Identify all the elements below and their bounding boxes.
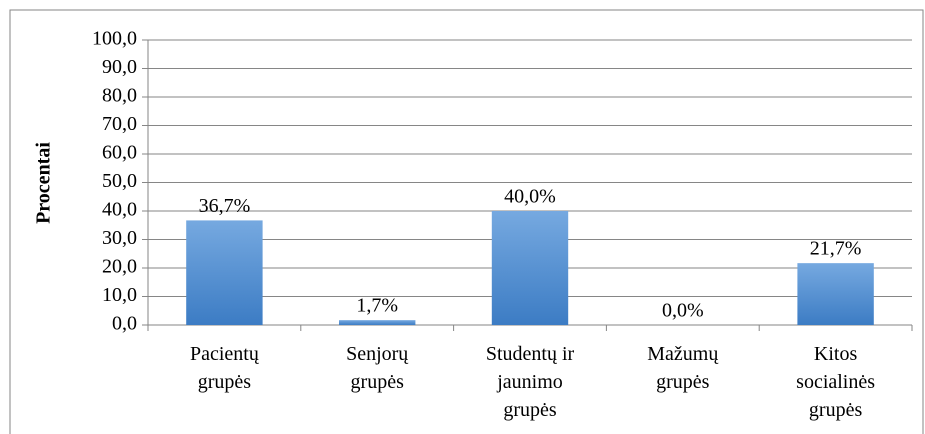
y-tick-label: 70,0 bbox=[102, 113, 137, 135]
data-label: 21,7% bbox=[810, 238, 862, 260]
data-label: 36,7% bbox=[199, 195, 251, 217]
y-tick-label: 10,0 bbox=[102, 284, 137, 306]
chart-frame bbox=[9, 9, 924, 434]
y-tick-label: 60,0 bbox=[102, 142, 137, 164]
x-tick-label: Mažumų grupės bbox=[647, 343, 719, 393]
y-tick-label: 80,0 bbox=[102, 85, 137, 107]
y-tick-label: 0,0 bbox=[112, 313, 137, 335]
x-tick-label: Kitos socialinės grupės bbox=[796, 343, 875, 421]
x-tick-label: Pacientų grupės bbox=[190, 343, 260, 393]
bar bbox=[339, 320, 416, 325]
x-tick-label: Senjorų grupės bbox=[346, 343, 409, 393]
x-tick-label: Studentų ir jaunimo grupės bbox=[486, 343, 575, 421]
y-axis-label: Procentai bbox=[33, 142, 55, 224]
data-label: 40,0% bbox=[504, 186, 556, 208]
bar bbox=[797, 263, 874, 325]
y-tick-label: 100,0 bbox=[92, 28, 137, 50]
bar bbox=[491, 211, 569, 325]
y-tick-label: 30,0 bbox=[102, 227, 137, 249]
data-label: 1,7% bbox=[356, 295, 398, 317]
y-tick-label: 90,0 bbox=[102, 56, 137, 78]
y-tick-label: 40,0 bbox=[102, 199, 137, 221]
y-tick-label: 20,0 bbox=[102, 256, 137, 278]
data-label: 0,0% bbox=[662, 300, 704, 322]
y-tick-label: 50,0 bbox=[102, 170, 137, 192]
bar bbox=[186, 220, 263, 325]
